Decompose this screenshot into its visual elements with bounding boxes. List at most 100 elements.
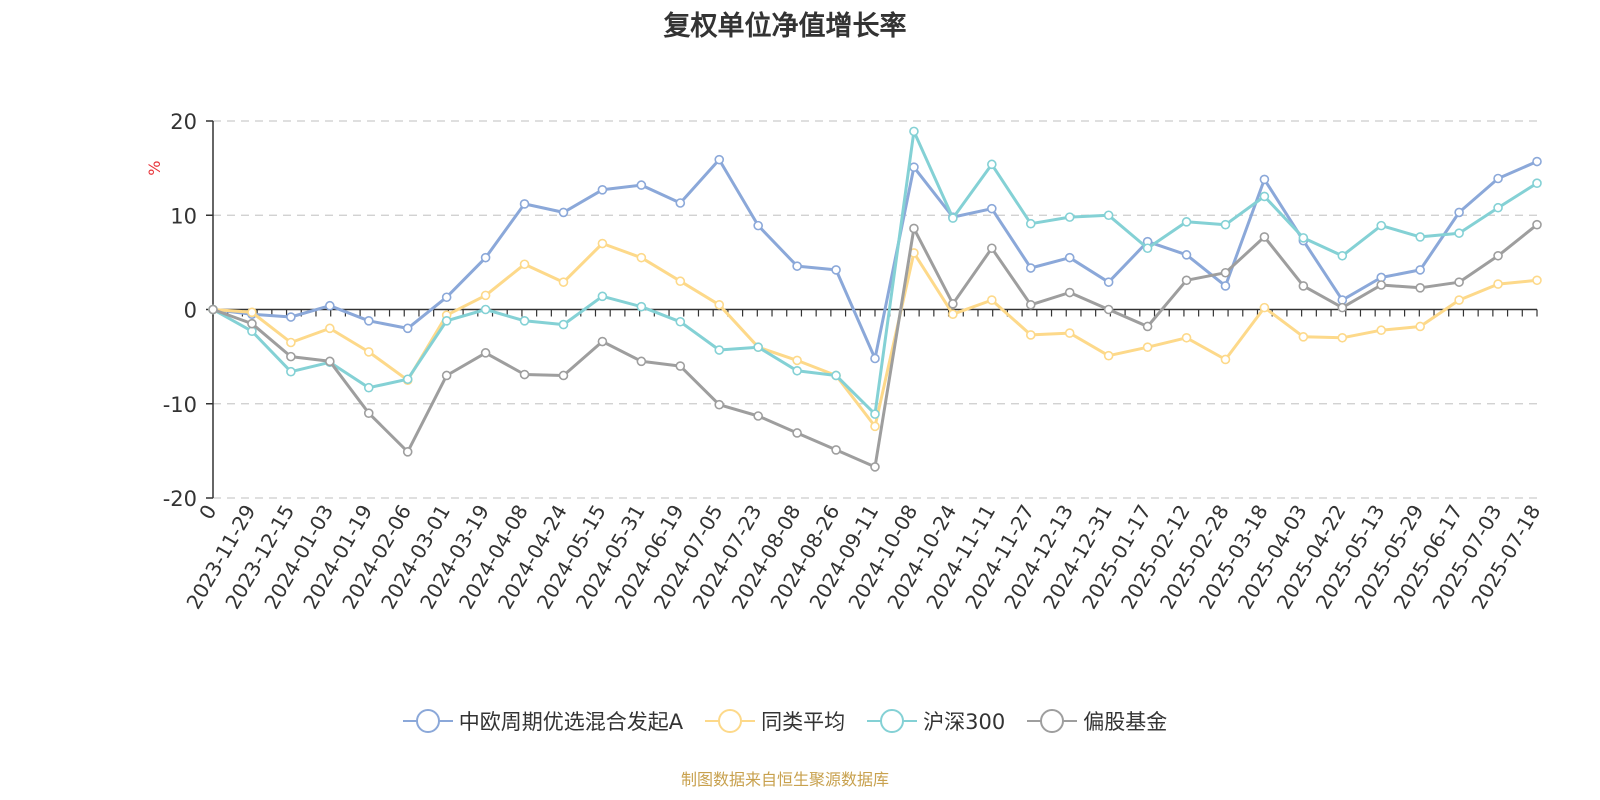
- data-point: [519, 199, 530, 209]
- data-point: [1259, 232, 1270, 242]
- data-point: [636, 356, 647, 367]
- data-point: [1532, 219, 1542, 230]
- legend-marker-icon: [705, 709, 756, 733]
- legend-item-2[interactable]: 沪深300: [867, 706, 1005, 736]
- data-point: [714, 345, 725, 355]
- data-point: [1454, 207, 1464, 218]
- data-point: [558, 207, 569, 218]
- data-point: [402, 447, 413, 457]
- data-point: [286, 337, 296, 348]
- y-tick-label: 10: [170, 204, 197, 228]
- data-point: [480, 348, 491, 358]
- data-point: [597, 238, 608, 249]
- legend-label: 偏股基金: [1083, 710, 1168, 734]
- data-point: [675, 316, 686, 327]
- data-point: [1220, 219, 1231, 230]
- data-point: [1259, 302, 1270, 313]
- data-point: [558, 319, 569, 330]
- data-point: [1064, 212, 1075, 222]
- data-point: [909, 162, 919, 172]
- legend-item-0[interactable]: 中欧周期优选混合发起A: [402, 706, 684, 736]
- data-point: [1337, 332, 1348, 343]
- data-point: [597, 185, 608, 195]
- data-point: [247, 318, 257, 329]
- label-layer: -20-100102002023-11-292023-12-152024-01-…: [145, 110, 1545, 613]
- y-tick-label: -10: [163, 393, 197, 417]
- data-point: [987, 295, 997, 305]
- data-point: [909, 223, 919, 234]
- data-point: [1181, 250, 1192, 260]
- data-point: [363, 347, 374, 357]
- data-point: [948, 213, 958, 223]
- legend-item-3[interactable]: 偏股基金: [1027, 706, 1167, 736]
- data-point: [675, 276, 686, 287]
- data-point: [325, 356, 335, 367]
- data-point: [441, 316, 452, 326]
- data-point: [286, 312, 296, 322]
- data-point: [1142, 321, 1153, 332]
- data-point: [1142, 243, 1153, 254]
- data-point: [402, 323, 413, 334]
- data-point: [1220, 267, 1231, 278]
- data-point: [987, 159, 997, 170]
- data-point: [909, 126, 919, 137]
- data-point: [870, 409, 880, 419]
- data-point: [714, 154, 725, 165]
- data-point: [1259, 191, 1270, 202]
- data-point: [1337, 250, 1348, 261]
- data-point: [792, 355, 802, 366]
- data-point: [1454, 228, 1464, 238]
- data-point: [1298, 233, 1309, 243]
- data-point: [792, 428, 802, 438]
- data-point: [1025, 218, 1036, 229]
- data-point: [753, 220, 763, 231]
- data-point: [831, 370, 841, 381]
- legend-label: 中欧周期优选混合发起A: [458, 710, 684, 734]
- x-tick-label: 0: [194, 501, 221, 524]
- data-point: [1415, 265, 1425, 275]
- data-point: [1220, 281, 1231, 291]
- data-point: [1103, 210, 1114, 221]
- data-point: [1493, 279, 1503, 289]
- data-point: [1103, 350, 1114, 361]
- data-point: [1103, 304, 1114, 315]
- data-point: [519, 316, 530, 326]
- axis-layer: [206, 120, 1538, 499]
- y-tick-label: -20: [163, 487, 197, 511]
- legend: 中欧周期优选混合发起A 同类平均 沪深300 偏股基金: [0, 706, 1570, 736]
- data-point: [558, 277, 569, 287]
- data-point: [325, 300, 335, 311]
- data-point: [870, 353, 880, 364]
- legend-label: 同类平均: [761, 710, 846, 734]
- series-line-1: [211, 242, 1539, 428]
- data-point: [286, 366, 296, 377]
- data-point: [792, 261, 802, 271]
- data-point: [1142, 342, 1153, 353]
- data-point: [1103, 277, 1114, 287]
- data-point: [831, 265, 841, 275]
- series-layer: [208, 126, 1542, 472]
- legend-marker-icon: [402, 709, 453, 733]
- legend-item-1[interactable]: 同类平均: [705, 706, 845, 736]
- data-point: [870, 421, 880, 432]
- data-point: [363, 316, 374, 326]
- data-point: [1181, 275, 1192, 286]
- legend-label: 沪深300: [923, 710, 1006, 734]
- data-point: [441, 370, 452, 381]
- legend-marker-icon: [867, 709, 918, 733]
- data-point: [597, 336, 608, 347]
- y-axis-label: %: [145, 161, 164, 176]
- data-point: [363, 382, 374, 393]
- data-point: [441, 292, 452, 303]
- data-point: [948, 309, 958, 320]
- data-point: [480, 290, 491, 301]
- data-point: [1415, 321, 1425, 332]
- data-point: [1493, 173, 1503, 184]
- data-point: [1025, 330, 1036, 340]
- data-point: [831, 445, 841, 455]
- data-point: [363, 408, 374, 418]
- data-point: [1493, 202, 1503, 213]
- data-point: [753, 411, 763, 421]
- data-point: [1259, 174, 1270, 185]
